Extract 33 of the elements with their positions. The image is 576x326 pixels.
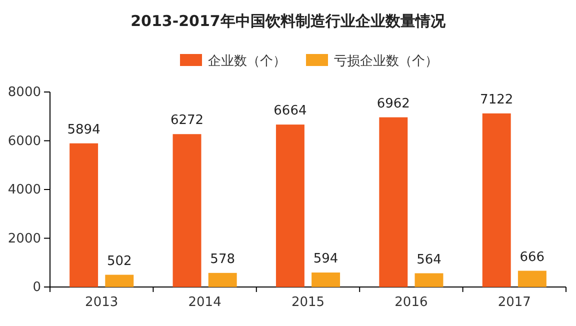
data-label: 666 — [520, 250, 545, 265]
data-label: 5894 — [67, 122, 100, 138]
data-label: 594 — [313, 252, 338, 267]
bar — [482, 113, 511, 287]
bar — [312, 272, 340, 287]
y-tick-label: 2000 — [8, 231, 41, 246]
y-tick-label: 6000 — [8, 134, 41, 149]
bar — [379, 117, 408, 287]
y-tick-label: 4000 — [8, 182, 41, 198]
data-label: 502 — [106, 254, 132, 269]
legend-label: 亏损企业数（个） — [334, 54, 438, 69]
x-tick-label: 2015 — [291, 295, 325, 310]
data-label: 7122 — [480, 92, 514, 108]
bar — [70, 143, 98, 287]
bar — [518, 270, 546, 287]
x-tick-label: 2013 — [85, 295, 118, 310]
data-label: 6272 — [170, 113, 204, 128]
bar — [414, 273, 444, 287]
y-tick-label: 8000 — [8, 85, 41, 100]
legend-label: 企业数（个） — [208, 54, 286, 69]
data-label: 578 — [210, 252, 236, 267]
x-tick-label: 2017 — [498, 295, 531, 310]
data-label: 6962 — [376, 96, 410, 112]
bar — [105, 274, 134, 287]
x-tick-label: 2014 — [188, 295, 222, 310]
chart-title: 2013-2017年中国饮料制造行业企业数量情况 — [130, 12, 446, 30]
x-tick-label: 2016 — [394, 295, 428, 310]
bar — [276, 124, 304, 287]
bar — [208, 272, 237, 287]
data-label: 564 — [416, 252, 442, 268]
data-label: 6664 — [274, 104, 307, 119]
bar — [172, 134, 202, 287]
y-tick-label: 0 — [32, 280, 41, 296]
